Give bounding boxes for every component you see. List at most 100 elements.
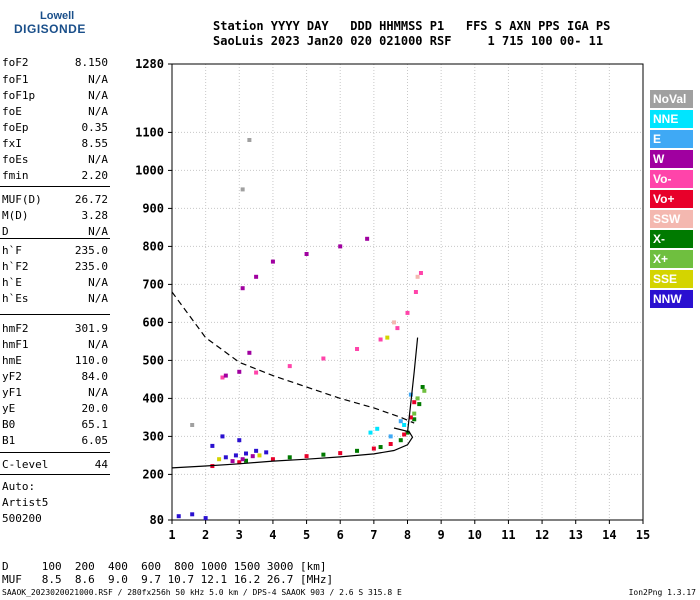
data-point	[355, 448, 360, 453]
data-point	[244, 458, 249, 463]
data-point	[402, 432, 407, 437]
param-row: C-level 44	[2, 458, 108, 474]
panel-separator	[0, 314, 110, 315]
data-point	[287, 364, 292, 369]
param-label: B1	[2, 434, 16, 447]
y-tick-label: 1000	[135, 163, 164, 177]
data-point	[254, 274, 259, 279]
param-row: foE N/A	[2, 105, 108, 121]
x-tick-label: 3	[236, 528, 243, 542]
data-point	[392, 320, 397, 325]
legend-item: E	[650, 130, 693, 148]
param-row: yF2 84.0	[2, 370, 108, 386]
header-line-2: SaoLuis 2023 Jan20 020 021000 RSF 1 715 …	[213, 34, 604, 48]
param-value: 110.0	[74, 354, 108, 367]
param-value: 2.20	[81, 169, 109, 182]
x-tick-label: 12	[535, 528, 549, 542]
muf-row: MUF 8.5 8.6 9.0 9.7 10.7 12.1 16.2 26.7 …	[2, 573, 334, 586]
param-value: 301.9	[74, 322, 108, 335]
x-tick-label: 10	[468, 528, 482, 542]
data-point	[240, 457, 245, 462]
param-label: B0	[2, 418, 16, 431]
data-point	[412, 417, 417, 422]
data-point	[287, 455, 292, 460]
data-point	[237, 438, 242, 443]
x-tick-label: 14	[602, 528, 616, 542]
panel-separator	[0, 238, 110, 239]
data-point	[304, 454, 309, 459]
data-point	[321, 452, 326, 457]
param-label: hmE	[2, 354, 22, 367]
data-point	[264, 450, 269, 455]
data-point	[223, 455, 228, 460]
x-tick-label: 2	[202, 528, 209, 542]
data-point	[413, 290, 418, 294]
param-value: N/A	[88, 89, 108, 102]
legend-item: Vo+	[650, 190, 693, 208]
data-point	[412, 400, 417, 405]
x-tick-label: 9	[438, 528, 445, 542]
data-point	[418, 271, 423, 275]
data-point	[388, 434, 393, 439]
data-point	[257, 453, 262, 458]
y-tick-label: 1280	[135, 57, 164, 71]
param-label: foEp	[2, 121, 29, 134]
param-row: D N/A	[2, 225, 108, 241]
param-row: foF1 N/A	[2, 73, 108, 89]
param-row: yF1 N/A	[2, 386, 108, 402]
panel-separator	[0, 452, 110, 453]
data-point	[422, 388, 427, 393]
data-point	[270, 457, 275, 462]
data-point	[338, 244, 343, 249]
x-tick-label: 11	[501, 528, 515, 542]
data-point	[388, 442, 393, 446]
param-value: 235.0	[74, 260, 108, 273]
station-header: Station YYYY DAY DDD HHMMSS P1 FFS S AXN…	[213, 19, 610, 49]
param-value: N/A	[88, 105, 108, 118]
legend-item: X-	[650, 230, 693, 248]
data-point	[415, 274, 420, 279]
y-tick-label: 1100	[135, 125, 164, 139]
param-label: h`F2	[2, 260, 29, 273]
y-tick-label: 200	[142, 467, 164, 481]
data-point	[378, 445, 383, 450]
panel-separator	[0, 186, 110, 187]
param-value: 8.150	[74, 56, 108, 69]
x-tick-label: 4	[269, 528, 276, 542]
data-point	[270, 259, 275, 264]
x-tick-label: 15	[636, 528, 650, 542]
legend-item: X+	[650, 250, 693, 268]
param-value: 65.1	[81, 418, 109, 431]
data-point	[405, 310, 410, 315]
legend-item: SSE	[650, 270, 693, 288]
logo-digisonde: DIGISONDE	[14, 22, 86, 36]
legend-item: NNW	[650, 290, 693, 308]
param-label: foF1p	[2, 89, 36, 102]
data-point	[408, 392, 413, 397]
trace-line	[171, 427, 414, 469]
data-point	[254, 370, 259, 375]
data-point	[250, 454, 255, 459]
param-row: B1 6.05	[2, 434, 108, 450]
param-value: 0.35	[81, 121, 109, 134]
data-point	[176, 514, 181, 519]
param-label: h`F	[2, 244, 22, 257]
auto-label: Auto:	[2, 480, 36, 493]
data-point	[412, 411, 417, 416]
param-label: M(D)	[2, 209, 29, 222]
y-tick-label: 900	[142, 201, 164, 215]
x-tick-label: 6	[337, 528, 344, 542]
param-value: 235.0	[74, 244, 108, 257]
legend-item: W	[650, 150, 693, 168]
param-label: foF1	[2, 73, 29, 86]
data-point	[190, 512, 195, 517]
data-point	[240, 286, 245, 291]
data-point	[237, 460, 242, 465]
data-point	[408, 415, 413, 420]
param-value: N/A	[88, 73, 108, 86]
y-tick-label: 300	[142, 429, 164, 443]
auto-artist: Artist5	[2, 496, 49, 509]
param-label: C-level	[2, 458, 49, 471]
data-point	[217, 457, 222, 462]
x-tick-label: 13	[568, 528, 582, 542]
